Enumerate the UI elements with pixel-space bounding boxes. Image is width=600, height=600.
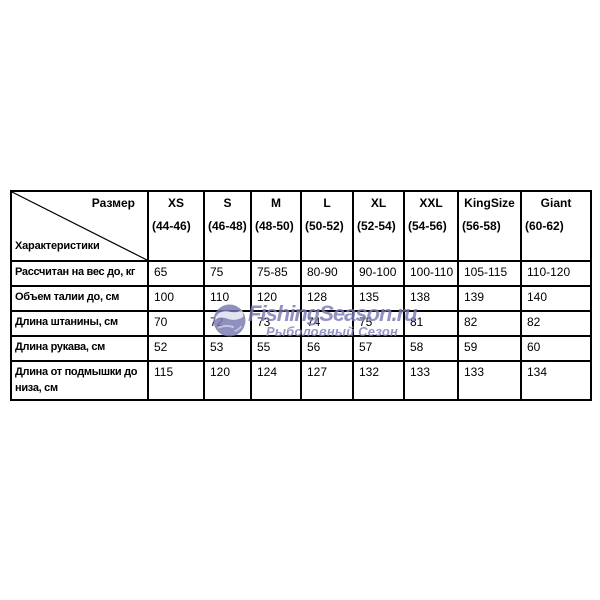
table-row: Длина штанины, см 70 72 73 74 75 81 82 82 xyxy=(10,310,592,337)
column-header-kingsize: KingSize (56-58) xyxy=(457,190,522,262)
table-row: Длина от подмышки до низа, см 115 120 124 12… xyxy=(10,360,592,401)
value-cell: 115 xyxy=(147,360,205,401)
size-chart-table: Размер Характеристики XS (44-46) S (46-48) M… xyxy=(10,190,592,401)
size-range: (56-58) xyxy=(462,219,501,233)
value-cell: 65 xyxy=(147,260,205,287)
size-header-row: Размер Характеристики XS (44-46) S (46-48) M… xyxy=(10,190,592,262)
value-cell: 75 xyxy=(203,260,252,287)
value-cell: 75 xyxy=(352,310,405,337)
value-cell: 100 xyxy=(147,285,205,312)
column-header-xxl: XXL (54-56) xyxy=(403,190,459,262)
table-row: Длина рукава, см 52 53 55 56 57 58 59 60 xyxy=(10,335,592,362)
value-cell: 128 xyxy=(300,285,354,312)
row-label: Рассчитан на вес до, кг xyxy=(10,260,149,287)
corner-cell: Размер Характеристики xyxy=(10,190,149,262)
size-name: S xyxy=(223,196,232,210)
value-cell: 56 xyxy=(300,335,354,362)
table-row: Объем талии до, см 100 110 120 128 135 138 139 1… xyxy=(10,285,592,312)
value-cell: 52 xyxy=(147,335,205,362)
size-name: XXL xyxy=(419,196,443,210)
size-range: (50-52) xyxy=(305,219,344,233)
size-range: (54-56) xyxy=(408,219,447,233)
size-range: (60-62) xyxy=(525,219,564,233)
size-range: (44-46) xyxy=(152,219,191,233)
row-label: Длина от подмышки до низа, см xyxy=(10,360,149,401)
value-cell: 75-85 xyxy=(250,260,302,287)
value-cell: 133 xyxy=(403,360,459,401)
column-header-s: S (46-48) xyxy=(203,190,252,262)
value-cell: 139 xyxy=(457,285,522,312)
value-cell: 135 xyxy=(352,285,405,312)
value-cell: 82 xyxy=(520,310,592,337)
value-cell: 110-120 xyxy=(520,260,592,287)
value-cell: 105-115 xyxy=(457,260,522,287)
value-cell: 73 xyxy=(250,310,302,337)
value-cell: 134 xyxy=(520,360,592,401)
value-cell: 140 xyxy=(520,285,592,312)
value-cell: 120 xyxy=(203,360,252,401)
value-cell: 59 xyxy=(457,335,522,362)
size-name: KingSize xyxy=(464,196,515,210)
row-label: Объем талии до, см xyxy=(10,285,149,312)
value-cell: 53 xyxy=(203,335,252,362)
value-cell: 124 xyxy=(250,360,302,401)
value-cell: 58 xyxy=(403,335,459,362)
column-header-l: L (50-52) xyxy=(300,190,354,262)
value-cell: 90-100 xyxy=(352,260,405,287)
value-cell: 57 xyxy=(352,335,405,362)
table-body: Рассчитан на вес до, кг 65 75 75-85 80-90 90-… xyxy=(10,260,592,401)
size-range: (46-48) xyxy=(208,219,247,233)
value-cell: 60 xyxy=(520,335,592,362)
value-cell: 110 xyxy=(203,285,252,312)
value-cell: 74 xyxy=(300,310,354,337)
column-header-m: M (48-50) xyxy=(250,190,302,262)
column-header-xl: XL (52-54) xyxy=(352,190,405,262)
value-cell: 81 xyxy=(403,310,459,337)
value-cell: 133 xyxy=(457,360,522,401)
table-row: Рассчитан на вес до, кг 65 75 75-85 80-90 90-… xyxy=(10,260,592,287)
value-cell: 55 xyxy=(250,335,302,362)
size-name: M xyxy=(271,196,281,210)
size-range: (48-50) xyxy=(255,219,294,233)
value-cell: 132 xyxy=(352,360,405,401)
row-label: Длина штанины, см xyxy=(10,310,149,337)
corner-label-characteristics: Характеристики xyxy=(15,240,100,252)
value-cell: 82 xyxy=(457,310,522,337)
column-header-xs: XS (44-46) xyxy=(147,190,205,262)
size-range: (52-54) xyxy=(357,219,396,233)
row-label: Длина рукава, см xyxy=(10,335,149,362)
value-cell: 127 xyxy=(300,360,354,401)
value-cell: 120 xyxy=(250,285,302,312)
size-name: XL xyxy=(370,196,387,210)
value-cell: 72 xyxy=(203,310,252,337)
value-cell: 80-90 xyxy=(300,260,354,287)
corner-label-size: Размер xyxy=(91,196,135,210)
size-name: Giant xyxy=(540,196,572,210)
value-cell: 100-110 xyxy=(403,260,459,287)
diagonal-divider-line xyxy=(12,192,147,260)
value-cell: 70 xyxy=(147,310,205,337)
column-header-giant: Giant (60-62) xyxy=(520,190,592,262)
size-name: XS xyxy=(167,196,184,210)
size-name: L xyxy=(323,196,331,210)
value-cell: 138 xyxy=(403,285,459,312)
